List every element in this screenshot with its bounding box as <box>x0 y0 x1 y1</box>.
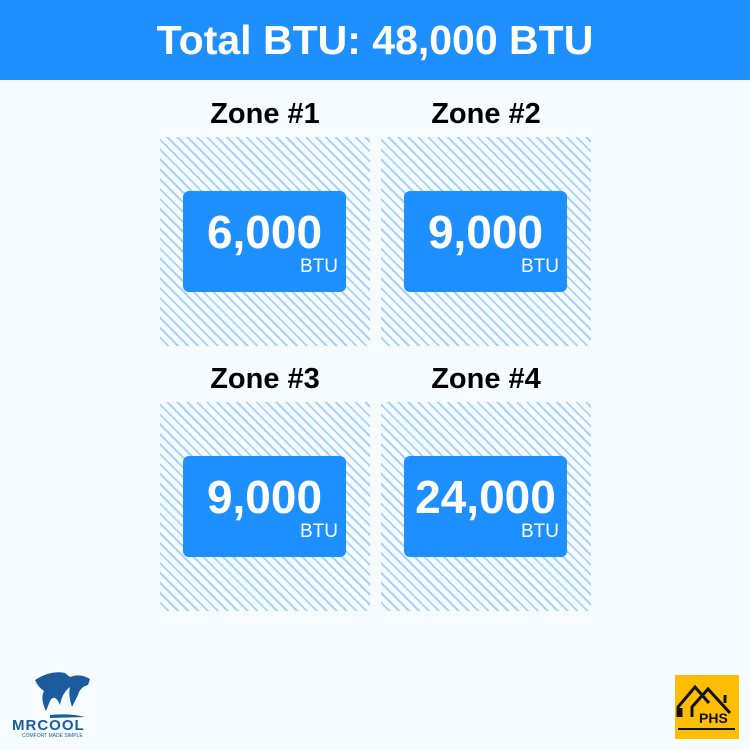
zone-3-title: Zone #3 <box>210 363 320 395</box>
total-btu-title: Total BTU: 48,000 BTU <box>156 16 594 63</box>
zone-4-unit: BTU <box>521 521 559 542</box>
zone-2-title: Zone #2 <box>431 98 541 130</box>
svg-text:PHS: PHS <box>699 710 728 726</box>
zone-4-value: 24,000 <box>415 471 556 523</box>
phs-logo: PHS <box>675 675 739 739</box>
zone-4-card: 24,000 BTU <box>404 456 567 557</box>
zone-3-unit: BTU <box>300 521 338 542</box>
zone-2-unit: BTU <box>521 256 559 277</box>
zone-1-unit: BTU <box>300 256 338 277</box>
house-icon: PHS <box>676 684 735 730</box>
zone-4-title: Zone #4 <box>431 363 541 395</box>
zone-2-card: 9,000 BTU <box>404 191 567 292</box>
zone-1-card: 6,000 BTU <box>183 191 346 292</box>
zone-1-title: Zone #1 <box>210 98 320 130</box>
mrcool-logo: MRCOOL COMFORT MADE SIMPLE <box>10 665 120 740</box>
svg-text:MRCOOL: MRCOOL <box>12 717 85 734</box>
zone-3-value: 9,000 <box>206 471 323 523</box>
zone-1-value: 6,000 <box>206 206 323 258</box>
zone-2-value: 9,000 <box>427 206 544 258</box>
zone-3-card: 9,000 BTU <box>183 456 346 557</box>
total-btu-header: Total BTU: 48,000 BTU <box>0 0 750 80</box>
polar-bear-icon: MRCOOL COMFORT MADE SIMPLE <box>12 672 90 739</box>
svg-text:COMFORT MADE SIMPLE: COMFORT MADE SIMPLE <box>22 733 83 739</box>
